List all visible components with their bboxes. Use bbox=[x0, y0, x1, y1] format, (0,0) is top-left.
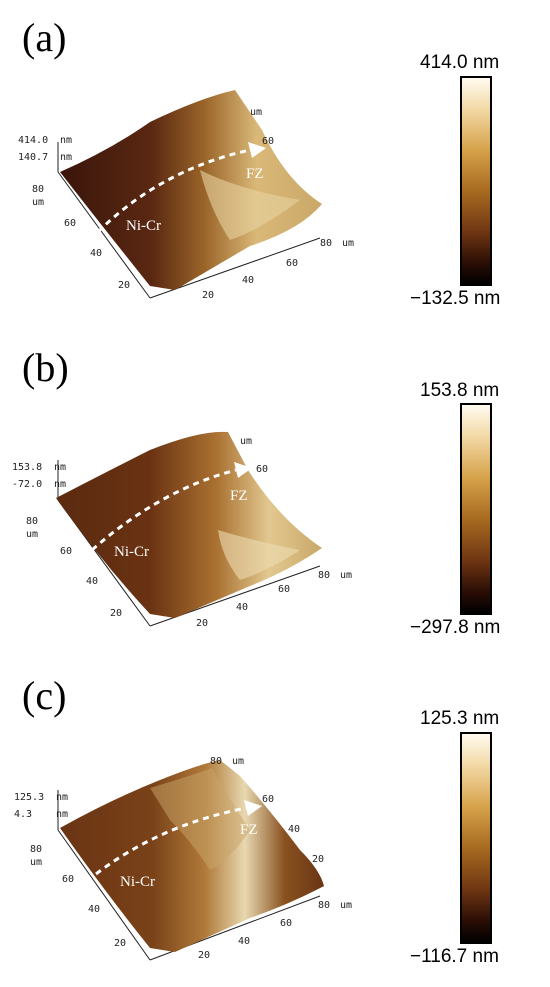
colorbar-min: −297.8 nm bbox=[410, 617, 501, 638]
z-max: 414.0 bbox=[18, 135, 48, 146]
svg-text:nm: nm bbox=[56, 792, 68, 803]
afm-surface-plot: Ni-Cr FZ 153.8 nm -72.0 nm 80 um 60 40 2… bbox=[12, 431, 352, 629]
svg-text:um: um bbox=[240, 436, 252, 447]
svg-text:um: um bbox=[26, 529, 38, 540]
svg-text:60: 60 bbox=[60, 546, 72, 557]
colorbar-max: 414.0 nm bbox=[420, 52, 500, 73]
svg-text:80: 80 bbox=[30, 844, 42, 855]
svg-text:40: 40 bbox=[86, 576, 98, 587]
svg-text:80: 80 bbox=[320, 238, 332, 249]
fz-label: FZ bbox=[230, 488, 248, 504]
svg-text:60: 60 bbox=[278, 584, 290, 595]
colorbar-min: −132.5 nm bbox=[410, 288, 501, 309]
z-mid: -72.0 bbox=[12, 479, 42, 490]
svg-text:20: 20 bbox=[312, 854, 324, 865]
ni-cr-label: Ni-Cr bbox=[120, 874, 155, 890]
svg-text:40: 40 bbox=[236, 602, 248, 613]
svg-text:60: 60 bbox=[262, 136, 274, 147]
ni-cr-label: Ni-Cr bbox=[126, 218, 161, 234]
z-mid: 4.3 bbox=[14, 809, 32, 820]
svg-text:60: 60 bbox=[256, 464, 268, 475]
svg-text:nm: nm bbox=[60, 152, 72, 163]
colorbar-max: 153.8 nm bbox=[420, 380, 500, 401]
panel-c: (c) Ni-Cr FZ 125.3 nm 4.3 nm 80 um 60 40… bbox=[0, 660, 550, 987]
svg-text:um: um bbox=[340, 900, 352, 911]
z-max: 153.8 bbox=[12, 462, 42, 473]
svg-text:80: 80 bbox=[210, 756, 222, 767]
svg-text:40: 40 bbox=[238, 936, 250, 947]
colorbar-min: −116.7 nm bbox=[410, 946, 499, 967]
afm-surface-plot: Ni-Cr FZ 125.3 nm 4.3 nm 80 um 60 40 20 … bbox=[14, 756, 352, 961]
svg-text:20: 20 bbox=[110, 608, 122, 619]
svg-text:80: 80 bbox=[318, 570, 330, 581]
panel-label: (a) bbox=[22, 15, 67, 60]
svg-text:80: 80 bbox=[26, 516, 38, 527]
svg-text:80: 80 bbox=[318, 900, 330, 911]
svg-text:40: 40 bbox=[90, 248, 102, 259]
colorbar bbox=[460, 76, 492, 286]
svg-text:um: um bbox=[232, 756, 244, 767]
svg-text:40: 40 bbox=[288, 824, 300, 835]
svg-text:60: 60 bbox=[64, 218, 76, 229]
svg-text:nm: nm bbox=[54, 479, 66, 490]
svg-text:nm: nm bbox=[56, 809, 68, 820]
svg-text:60: 60 bbox=[62, 874, 74, 885]
ni-cr-label: Ni-Cr bbox=[114, 544, 149, 560]
fz-label: FZ bbox=[240, 822, 258, 838]
svg-text:20: 20 bbox=[202, 290, 214, 301]
svg-text:um: um bbox=[30, 857, 42, 868]
svg-text:40: 40 bbox=[242, 275, 254, 286]
z-mid: 140.7 bbox=[18, 152, 48, 163]
svg-text:40: 40 bbox=[88, 904, 100, 915]
svg-text:um: um bbox=[342, 238, 354, 249]
z-max: 125.3 bbox=[14, 792, 44, 803]
svg-text:60: 60 bbox=[262, 794, 274, 805]
svg-text:20: 20 bbox=[198, 950, 210, 961]
svg-text:um: um bbox=[32, 197, 44, 208]
fz-label: FZ bbox=[246, 166, 264, 182]
colorbar-max: 125.3 nm bbox=[420, 708, 500, 729]
colorbar bbox=[460, 732, 492, 944]
svg-text:20: 20 bbox=[196, 618, 208, 629]
svg-text:60: 60 bbox=[280, 918, 292, 929]
panel-label: (b) bbox=[22, 345, 69, 390]
colorbar bbox=[460, 403, 492, 615]
afm-surface-plot: Ni-Cr FZ 414.0 nm 140.7 nm 80 um 60 40 2… bbox=[18, 90, 354, 301]
svg-text:um: um bbox=[250, 107, 262, 118]
svg-text:20: 20 bbox=[118, 280, 130, 291]
svg-text:80: 80 bbox=[32, 184, 44, 195]
svg-text:um: um bbox=[340, 570, 352, 581]
panel-label: (c) bbox=[22, 673, 67, 718]
svg-text:nm: nm bbox=[54, 462, 66, 473]
panel-a: (a) Ni-Cr FZ 414.0 nm 140.7 nm 80 um 60 … bbox=[0, 0, 550, 330]
svg-text:60: 60 bbox=[286, 258, 298, 269]
svg-text:20: 20 bbox=[114, 938, 126, 949]
panel-b: (b) Ni-Cr FZ 153.8 nm -72.0 nm 80 um 60 … bbox=[0, 330, 550, 660]
svg-text:nm: nm bbox=[60, 135, 72, 146]
surface bbox=[60, 90, 322, 290]
